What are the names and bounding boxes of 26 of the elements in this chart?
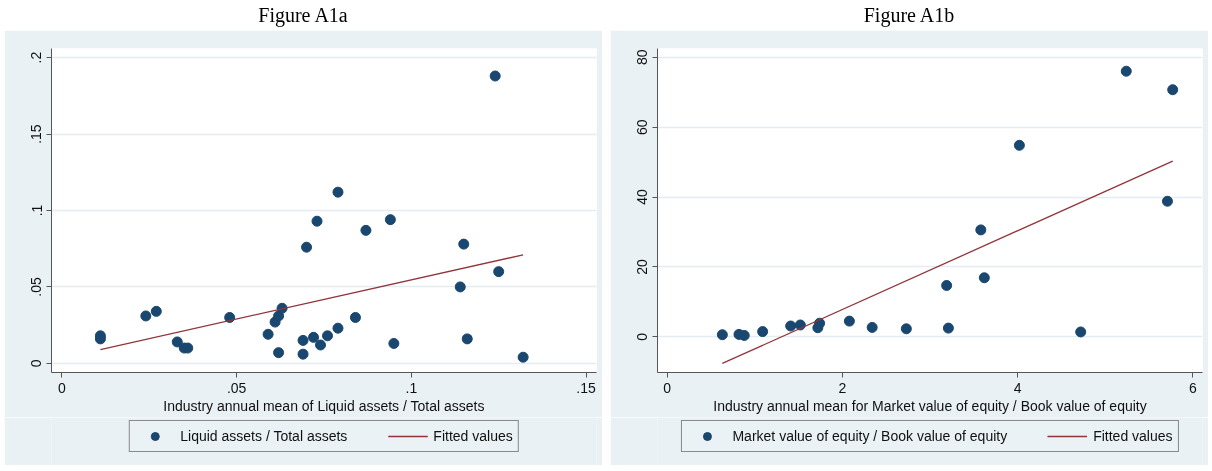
legend-label: Fitted values	[1093, 428, 1173, 444]
legend-label: Liquid assets / Total assets	[180, 428, 348, 444]
chart-title: Figure A1b	[863, 3, 955, 29]
chart-title: Figure A1a	[258, 3, 348, 29]
legend-label: Fitted values	[433, 428, 513, 444]
x-tick-label: 0	[663, 379, 672, 396]
x-tick-label: 6	[1188, 379, 1197, 396]
x-tick-label: .05	[226, 379, 247, 396]
y-tick-label: .15	[28, 124, 45, 144]
y-tick-label: 20	[634, 258, 651, 275]
y-tick-label: .1	[28, 204, 45, 217]
y-tick-label: 60	[634, 119, 651, 135]
x-axis-title: Industry annual mean of Liquid assets / Total assets	[163, 397, 485, 414]
x-tick-label: .1	[405, 379, 418, 396]
x-axis-title: Industry annual mean for Market value of equity / Book value of equity	[713, 397, 1147, 414]
x-tick-label: .15	[576, 379, 596, 396]
y-tick-label: 40	[634, 189, 651, 205]
y-tick-label: .05	[28, 276, 45, 297]
x-tick-label: 2	[838, 379, 847, 396]
x-tick-label: 4	[1013, 379, 1022, 396]
y-tick-label: 0	[28, 359, 45, 368]
y-tick-label: .2	[28, 51, 45, 64]
legend-label: Market value of equity / Book value of equity	[732, 428, 1008, 444]
y-tick-label: 80	[634, 49, 651, 66]
y-tick-label: 0	[634, 332, 651, 341]
x-tick-label: 0	[58, 379, 67, 396]
